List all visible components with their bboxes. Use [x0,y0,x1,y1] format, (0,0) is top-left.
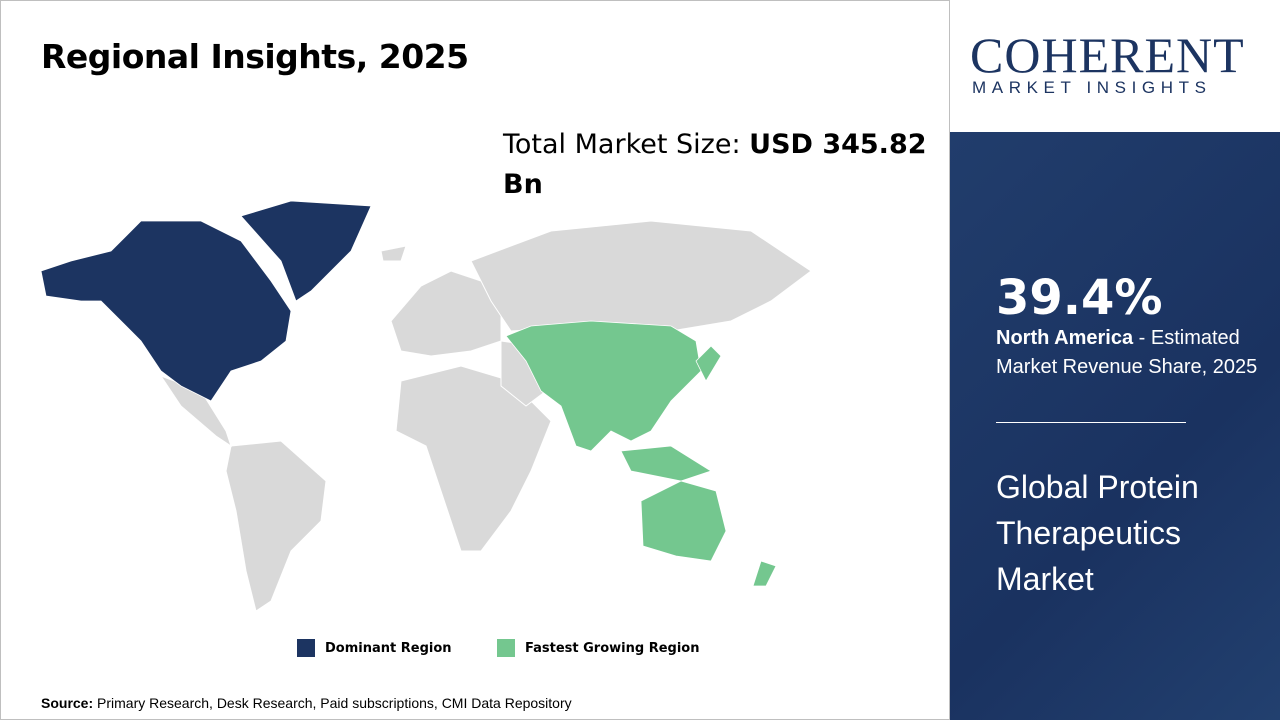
total-market-size: Total Market Size: USD 345.82 Bn [503,125,943,205]
map-europe [390,270,502,357]
company-logo: COHERENT MARKET INSIGHTS [950,0,1280,132]
legend-fastest-growing: Fastest Growing Region [497,639,699,657]
market-name: Global Protein Therapeutics Market [996,469,1199,597]
map-south-america [225,440,327,612]
source-note: Source: Primary Research, Desk Research,… [41,695,572,711]
share-percent: 39.4% [996,270,1163,326]
logo-tagline: MARKET INSIGHTS [972,78,1212,97]
logo-brand: COHERENT [970,27,1245,83]
map-north-america [40,220,292,402]
map-greenland [240,200,372,302]
dominant-swatch [297,639,315,657]
source-label: Source: [41,695,94,711]
legend-label: Dominant Region [325,640,452,656]
world-map [40,200,812,612]
map-australia [640,480,727,562]
region-name: North America [996,327,1134,349]
map-southeast-asia-islands [620,445,712,482]
source-text: Primary Research, Desk Research, Paid su… [93,695,572,711]
legend-label: Fastest Growing Region [525,640,700,656]
share-text: - Estimated Market Revenue Share, 2025 [996,327,1258,378]
total-market-value: USD 345.82 Bn [503,129,927,200]
legend-dominant: Dominant Region [297,639,452,657]
total-market-label: Total Market Size: [503,129,750,160]
fastest-growing-swatch [497,639,515,657]
map-asia-pacific [505,320,702,452]
divider [996,422,1186,423]
map-iceland [380,245,407,262]
highlight-panel: 39.4% North America - Estimated Market R… [950,132,1280,720]
page-title: Regional Insights, 2025 [41,37,469,76]
map-russia [470,220,812,332]
map-new-zealand [752,560,777,587]
map-japan [695,345,722,382]
infographic-main: Regional Insights, 2025 Total Market Siz… [0,0,950,720]
share-description: North America - Estimated Market Revenue… [996,324,1266,382]
